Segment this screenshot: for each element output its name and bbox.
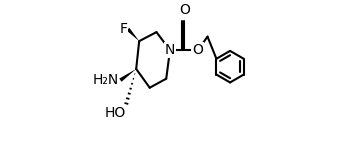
Text: HO: HO (104, 107, 126, 120)
Polygon shape (119, 69, 136, 82)
Polygon shape (127, 28, 139, 41)
Text: N: N (165, 43, 175, 57)
Text: H₂N: H₂N (93, 73, 119, 87)
Text: O: O (179, 3, 190, 17)
Text: O: O (192, 43, 203, 57)
Text: F: F (119, 22, 127, 36)
